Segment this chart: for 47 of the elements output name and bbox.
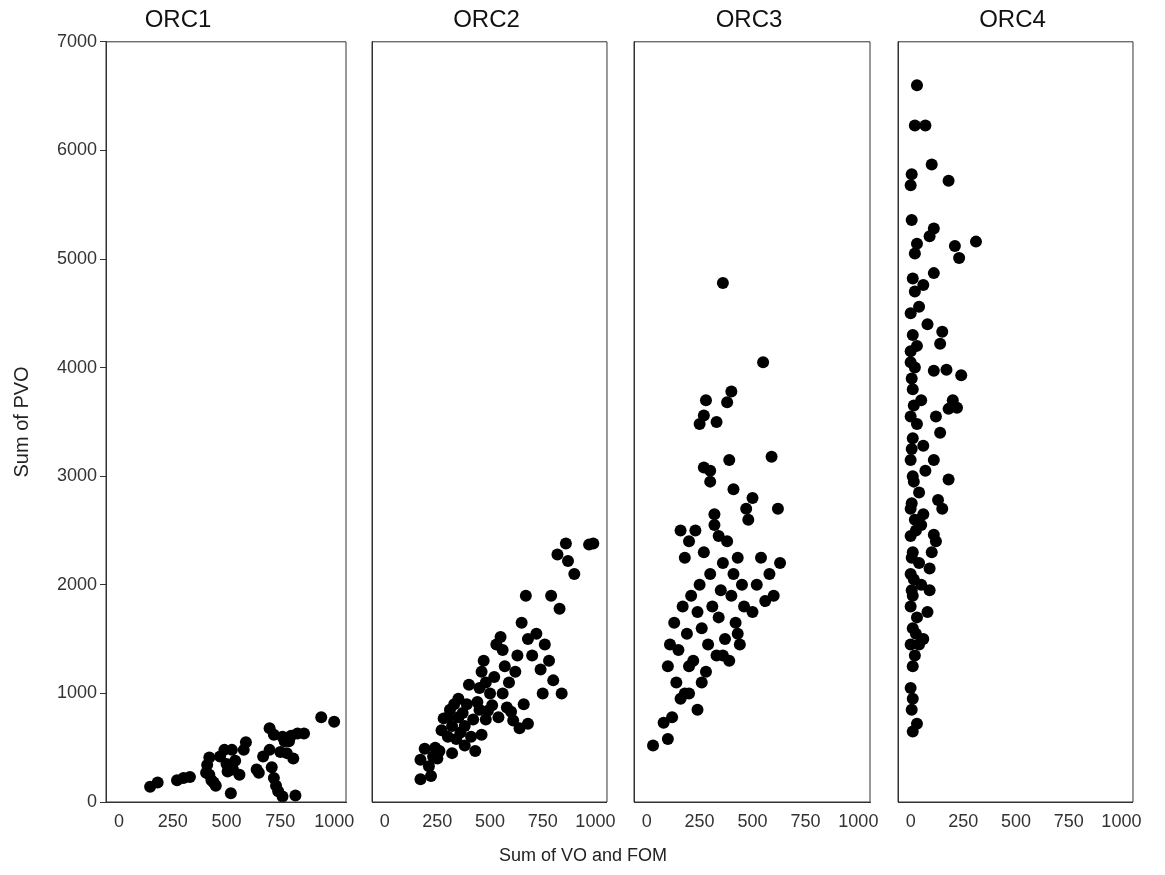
- x-tick-label: 0: [641, 810, 652, 831]
- point: [265, 761, 278, 774]
- y-tick-label: 5000: [56, 247, 97, 268]
- y-axis-title: Sum of PVO: [9, 366, 32, 478]
- chart-title: ORC4: [979, 5, 1046, 33]
- y-tick-label: 6000: [56, 139, 97, 160]
- point: [287, 752, 300, 765]
- y-tick-label: 3000: [56, 465, 97, 486]
- point: [328, 715, 341, 728]
- x-tick-label: 250: [157, 810, 188, 831]
- x-tick-label: 0: [379, 810, 390, 831]
- point: [276, 790, 289, 802]
- point: [239, 736, 252, 749]
- x-tick-label: 1000: [314, 810, 355, 831]
- point: [229, 754, 242, 767]
- x-tick-label: 250: [684, 810, 715, 831]
- point: [151, 776, 164, 789]
- point: [315, 711, 328, 724]
- x-tick-label: 500: [737, 810, 768, 831]
- y-tick-label: 4000: [56, 356, 97, 377]
- point: [203, 751, 216, 764]
- x-tick-label: 1000: [1101, 810, 1142, 831]
- point: [289, 789, 302, 802]
- y-tick-label: 0: [86, 790, 97, 811]
- x-tick-label: 750: [1053, 810, 1084, 831]
- y-tick-label: 1000: [56, 682, 97, 703]
- x-tick-label: 500: [211, 810, 242, 831]
- x-tick-label: 1000: [838, 810, 879, 831]
- x-tick-label: 750: [527, 810, 558, 831]
- x-tick-label: 250: [422, 810, 453, 831]
- point: [233, 768, 246, 781]
- point: [263, 743, 276, 756]
- chart-title: ORC1: [144, 5, 212, 33]
- x-axis-title: Sum of VO and FOM: [497, 845, 669, 866]
- y-tick-label: 7000: [56, 30, 97, 51]
- chart-title: ORC3: [715, 5, 783, 33]
- x-tick-label: 0: [113, 810, 124, 831]
- x-tick-label: 500: [474, 810, 506, 831]
- point: [224, 787, 237, 800]
- x-tick-label: 750: [790, 810, 821, 831]
- y-tick-label: 2000: [56, 573, 97, 594]
- x-tick-label: 250: [948, 810, 979, 831]
- x-tick-label: 500: [1000, 810, 1032, 831]
- x-tick-label: 0: [905, 810, 916, 831]
- x-tick-label: 1000: [575, 810, 616, 831]
- chart-title: ORC2: [453, 5, 520, 33]
- x-tick-label: 750: [265, 810, 296, 831]
